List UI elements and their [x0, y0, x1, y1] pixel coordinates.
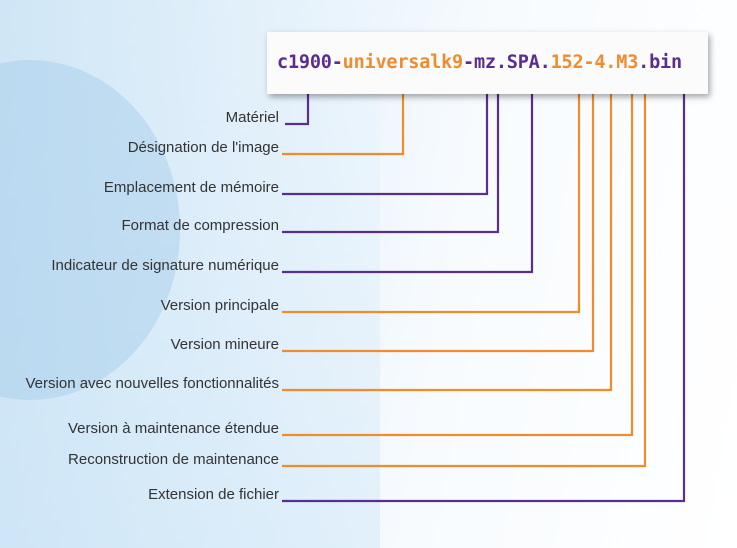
label-item: Format de compression [121, 217, 279, 234]
connector-line [282, 79, 534, 274]
label-item: Reconstruction de maintenance [68, 451, 279, 468]
connector-line [282, 79, 634, 437]
connector-line [282, 79, 686, 503]
label-item: Version avec nouvelles fonctionnalités [25, 375, 280, 392]
filename-segment: - [462, 52, 474, 73]
connector-line [282, 79, 581, 314]
filename-segment: c1900 [277, 52, 332, 73]
label-item: Indicateur de signature numérique [51, 257, 279, 274]
filename-segment: . [638, 52, 650, 73]
label-item: Désignation de l'image [127, 139, 279, 156]
connector-line [282, 79, 489, 196]
filename-segment: universalk9 [342, 52, 464, 73]
label-item: Version à maintenance étendue [68, 420, 279, 437]
label-item: Extension de fichier [148, 486, 279, 503]
filename-segment: 3 [627, 52, 639, 73]
filename-segment: mz [473, 52, 496, 73]
filename-segment: M [616, 52, 628, 73]
label-item: Version mineure [170, 336, 279, 353]
ios-image-filename: c1900-universalk9-mz.SPA.152-4.M3.bin [267, 32, 708, 94]
label-item: Emplacement de mémoire [103, 179, 279, 196]
connector-line [285, 79, 310, 126]
filename-segment: . [539, 52, 551, 73]
connector-line [282, 79, 595, 353]
filename-segment: bin [649, 52, 682, 73]
connector-line [282, 79, 405, 156]
connector-line [282, 79, 500, 234]
filename-segment: . [605, 52, 617, 73]
connector-line [282, 79, 647, 468]
filename-segment: 152 [550, 52, 584, 73]
filename-segment: - [583, 52, 595, 73]
label-item: Version principale [160, 297, 279, 314]
connector-line [282, 79, 613, 392]
filename-segment: - [331, 52, 343, 73]
filename-segment: SPA [506, 52, 540, 73]
filename-segment: 4 [594, 52, 606, 73]
filename-segment: . [495, 52, 507, 73]
label-item: Matériel [225, 109, 279, 126]
